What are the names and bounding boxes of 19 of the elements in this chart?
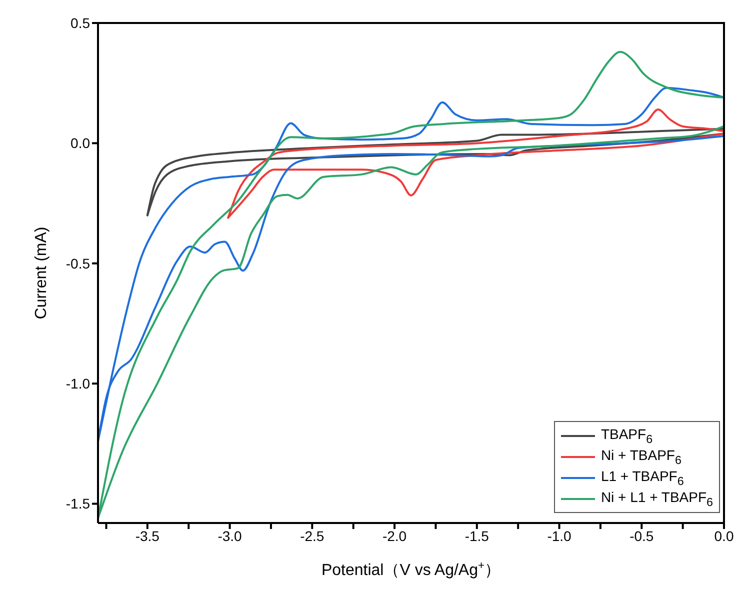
x-tick-label: -1.5 [464,528,490,544]
legend-label: TBAPF$_{6}$ [600,426,653,446]
y-tick-label: 0.5 [70,14,90,31]
x-tick-label: -3.5 [135,528,160,544]
x-tick-label: -2.5 [300,528,324,544]
legend-label: L1 + TBAPF$_{6}$ [600,468,684,488]
y-axis-title: Current (mA) [33,226,50,320]
y-tick-label: -0.5 [66,255,90,272]
x-axis-title: Potential（V vs Ag/Ag$^{+}$） [321,560,501,579]
x-tick-label: -1.0 [547,528,572,544]
x-tick-label: -0.5 [630,528,654,544]
y-tick-label: -1.5 [66,496,90,512]
x-tick-label: -2.0 [382,528,407,544]
legend-label: Ni + L1 + TBAPF$_{6}$ [600,488,713,508]
x-tick-label: -3.0 [218,528,242,544]
y-tick-label: 0.0 [70,135,90,152]
legend-label: Ni + TBAPF$_{6}$ [600,446,682,466]
y-tick-label: -1.0 [66,376,90,392]
x-tick-label: 0.0 [714,528,734,544]
